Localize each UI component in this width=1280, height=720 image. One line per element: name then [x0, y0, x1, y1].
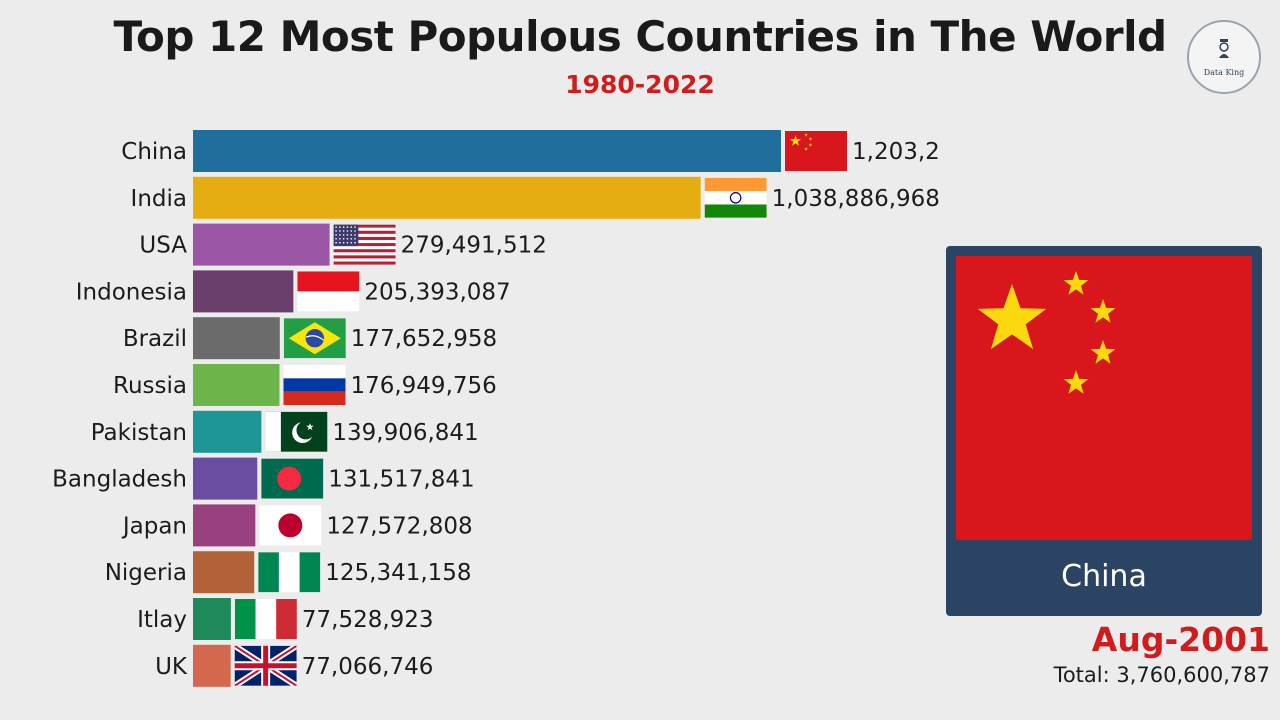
chart-subtitle: 1980-2022	[565, 70, 715, 99]
current-date: Aug-2001	[1091, 620, 1270, 659]
category-label-japan: Japan	[121, 513, 187, 539]
pakistan-flag-icon	[265, 411, 328, 452]
logo-text: Data King	[1203, 68, 1245, 77]
category-label-india: India	[131, 186, 187, 212]
value-label-brazil: 177,652,958	[351, 326, 497, 352]
total-population: Total: 3,760,600,787	[1053, 663, 1270, 687]
bar-brazil	[193, 317, 280, 360]
nigeria-flag-icon	[258, 552, 321, 593]
category-label-russia: Russia	[113, 373, 187, 399]
category-label-bangladesh: Bangladesh	[52, 467, 187, 493]
uk-flag-icon	[234, 645, 297, 686]
indonesia-flag-icon	[297, 271, 360, 312]
value-label-china: 1,203,292,188	[852, 139, 940, 165]
bar-chart: China 1,203,292,188 India 1,038,886,968 USA 2…	[52, 130, 940, 687]
category-label-china: China	[121, 139, 187, 165]
value-label-pakistan: 139,906,841	[332, 420, 478, 446]
data-king-logo: Data King	[1187, 20, 1261, 94]
category-label-usa: USA	[139, 233, 187, 259]
bar-bangladesh	[193, 457, 258, 500]
category-label-itlay: Itlay	[137, 607, 187, 633]
category-label-pakistan: Pakistan	[91, 420, 187, 446]
bar-russia	[193, 364, 280, 406]
bar-usa	[193, 223, 330, 266]
value-label-russia: 176,949,756	[350, 373, 496, 399]
leader-panel: China	[946, 246, 1262, 616]
leader-country-name: China	[1061, 559, 1147, 594]
category-label-nigeria: Nigeria	[105, 560, 187, 586]
bar-indonesia	[193, 270, 294, 313]
value-label-usa: 279,491,512	[401, 233, 547, 259]
bar-nigeria	[193, 551, 255, 594]
value-label-uk: 77,066,746	[302, 654, 434, 680]
brazil-flag-icon	[283, 318, 346, 359]
category-label-uk: UK	[155, 654, 188, 680]
bar-india	[193, 176, 701, 219]
japan-flag-icon	[259, 505, 322, 546]
value-label-itlay: 77,528,923	[302, 607, 434, 633]
india-flag-icon	[704, 177, 767, 218]
category-label-indonesia: Indonesia	[76, 279, 187, 305]
italy-flag-icon	[234, 599, 297, 639]
value-label-india: 1,038,886,968	[772, 186, 940, 212]
bar-itlay	[193, 598, 231, 640]
chart-title: Top 12 Most Populous Countries in The Wo…	[113, 12, 1167, 61]
big-star-icon	[977, 284, 1047, 350]
bar-uk	[193, 644, 231, 687]
value-label-japan: 127,572,808	[326, 513, 472, 539]
bangladesh-flag-icon	[261, 458, 324, 499]
value-label-indonesia: 205,393,087	[364, 279, 510, 305]
usa-flag-icon	[333, 224, 396, 265]
russia-flag-icon	[283, 365, 346, 405]
category-label-brazil: Brazil	[123, 326, 187, 352]
bar-pakistan	[193, 410, 262, 453]
bar-china	[193, 130, 781, 172]
value-label-bangladesh: 131,517,841	[328, 467, 474, 493]
king-icon	[1219, 39, 1229, 58]
bar-japan	[193, 504, 256, 547]
china-flag-icon	[785, 131, 847, 171]
value-label-nigeria: 125,341,158	[325, 560, 471, 586]
leader-china-flag	[956, 256, 1252, 540]
